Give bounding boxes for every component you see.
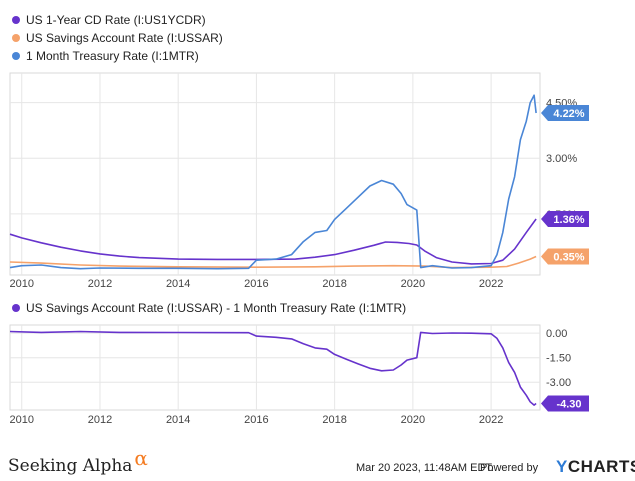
bottom-x-tick-label: 2012 xyxy=(88,414,112,426)
bottom-last-value-badge-0 xyxy=(541,395,589,412)
top-y-tick-label: 3.00% xyxy=(546,153,577,165)
top-x-tick-label: 2020 xyxy=(401,278,425,290)
legend-label-savings: US Savings Account Rate (I:USSAR) xyxy=(26,31,223,45)
top-x-tick-label: 2018 xyxy=(322,278,346,290)
top-last-value-badge-2 xyxy=(541,105,589,122)
top-x-tick-label: 2012 xyxy=(88,278,112,290)
bottom-plot-frame xyxy=(9,324,541,411)
top-last-value-badge-1 xyxy=(541,248,589,265)
legend-item-treasury[interactable]: 1 Month Treasury Rate (I:1MTR) xyxy=(12,49,199,63)
legend-item-cd[interactable]: US 1-Year CD Rate (I:US1YCDR) xyxy=(12,13,206,27)
top-last-value-label-0: 1.36% xyxy=(553,214,584,226)
top-plot-frame xyxy=(9,72,541,276)
top-series-line-1 xyxy=(9,255,537,269)
top-series-line-2 xyxy=(9,94,537,270)
bottom-y-tick-label: 0.00 xyxy=(546,328,567,340)
bottom-x-tick-label: 2016 xyxy=(244,414,268,426)
timestamp: Mar 20 2023, 11:48AM EDT. xyxy=(356,462,494,474)
powered-by-label: Powered by xyxy=(480,462,539,474)
top-x-tick-label: 2010 xyxy=(9,278,33,290)
bottom-y-tick-label: -3.00 xyxy=(546,377,571,389)
top-x-tick-label: 2022 xyxy=(479,278,503,290)
legend-label-cd: US 1-Year CD Rate (I:US1YCDR) xyxy=(26,13,206,27)
bottom-x-tick-label: 2010 xyxy=(9,414,33,426)
top-x-tick-label: 2014 xyxy=(166,278,190,290)
bottom-x-tick-label: 2020 xyxy=(401,414,425,426)
bottom-x-tick-label: 2014 xyxy=(166,414,190,426)
top-x-tick-label: 2016 xyxy=(244,278,268,290)
legend-dot-diff xyxy=(12,304,20,312)
footer: Seeking Alpha α Mar 20 2023, 11:48AM EDT.… xyxy=(0,446,635,481)
bottom-x-tick-label: 2022 xyxy=(479,414,503,426)
top-series-line-0 xyxy=(9,218,537,265)
legend-label-treasury: 1 Month Treasury Rate (I:1MTR) xyxy=(26,49,199,63)
top-last-value-badge-0 xyxy=(541,211,589,228)
bottom-last-value-label-0: -4.30 xyxy=(556,398,581,410)
charts-canvas: 20102012201420162018202020221.50%3.00%4.… xyxy=(9,72,589,426)
brand-name: Seeking Alpha xyxy=(8,456,133,476)
legend-item-diff[interactable]: US Savings Account Rate (I:USSAR) - 1 Mo… xyxy=(12,301,406,315)
top-last-value-label-2: 4.22% xyxy=(553,108,584,120)
ycharts-y: Y xyxy=(556,457,568,476)
legend-label-diff: US Savings Account Rate (I:USSAR) - 1 Mo… xyxy=(26,301,407,315)
top-last-value-label-1: 0.35% xyxy=(553,251,584,263)
bottom-series-line-0 xyxy=(9,330,537,406)
legend-dot-treasury xyxy=(12,52,20,60)
bottom-y-tick-label: -1.50 xyxy=(546,353,571,365)
ycharts-rest: CHARTS xyxy=(567,457,635,476)
bottom-x-tick-label: 2018 xyxy=(322,414,346,426)
legend-dot-cd xyxy=(12,16,20,24)
legend-dot-savings xyxy=(12,34,20,42)
ycharts-logo[interactable]: YCHARTS xyxy=(556,457,635,477)
alpha-symbol: α xyxy=(134,446,148,470)
seeking-alpha-logo: Seeking Alpha α xyxy=(8,446,148,476)
legend-item-savings[interactable]: US Savings Account Rate (I:USSAR) xyxy=(12,31,223,45)
